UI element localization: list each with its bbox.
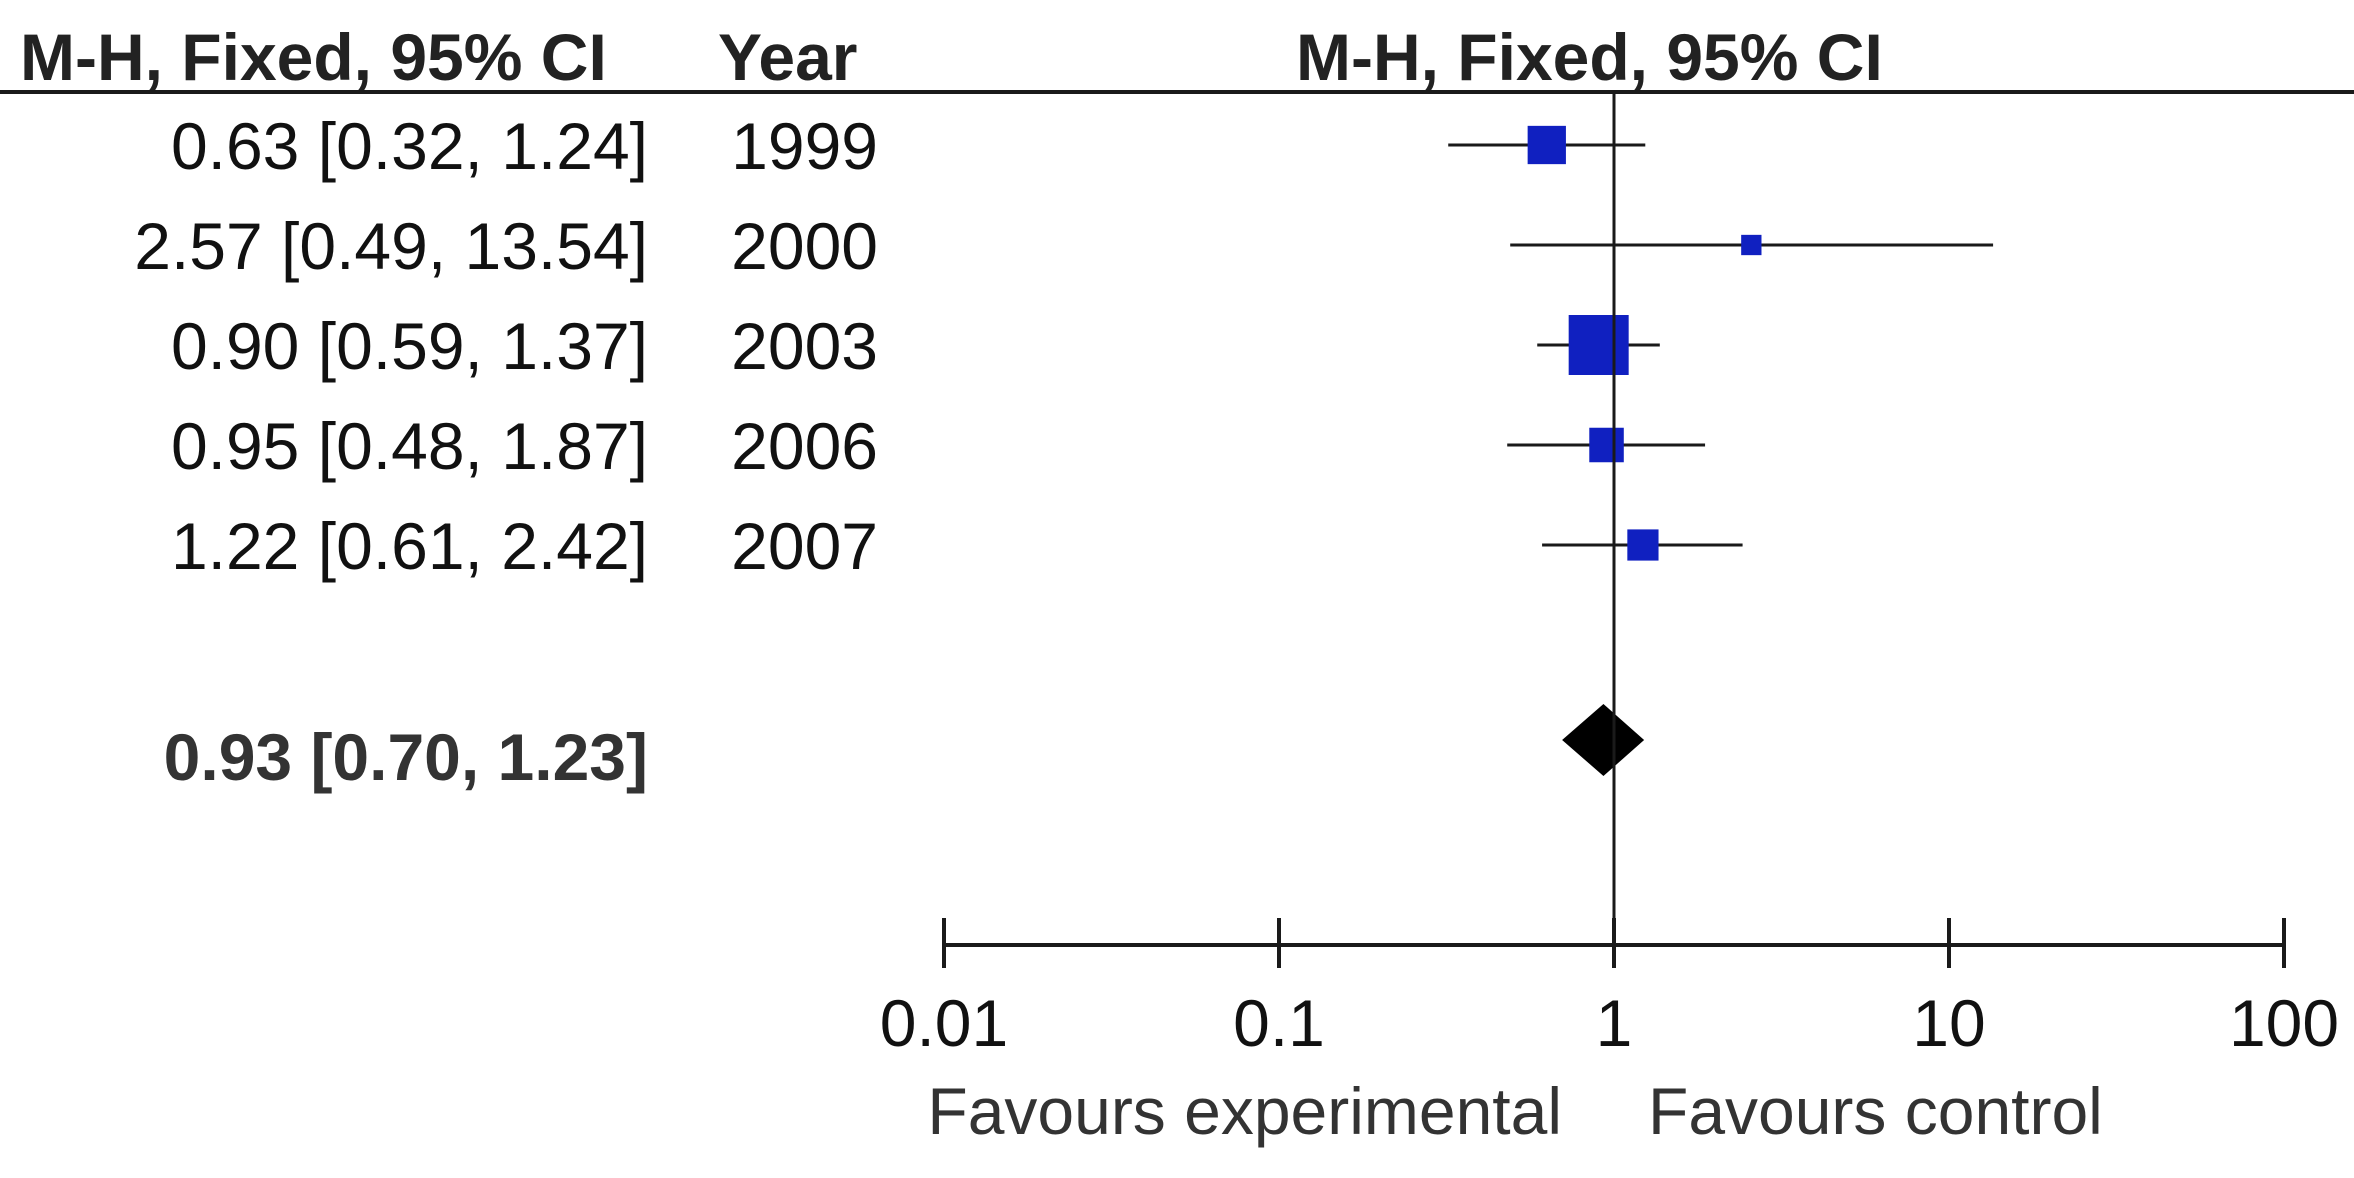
total-row: 0.93 [0.70, 1.23]: [164, 704, 1645, 794]
study-marker: [1627, 529, 1659, 561]
study-year: 2006: [731, 409, 878, 483]
study-estimate-label: 1.22 [0.61, 2.42]: [171, 509, 648, 583]
study-estimate-label: 0.95 [0.48, 1.87]: [171, 409, 648, 483]
total-diamond: [1562, 704, 1645, 776]
study-estimate-label: 2.57 [0.49, 13.54]: [134, 209, 648, 283]
study-estimate-label: 0.63 [0.32, 1.24]: [171, 109, 648, 183]
axis-tick-label: 1: [1596, 986, 1633, 1060]
study-marker: [1741, 234, 1762, 256]
x-axis: 0.01 0.1 1 10 100: [880, 918, 2339, 1060]
study-year: 1999: [731, 109, 878, 183]
study-marker: [1527, 125, 1566, 165]
total-estimate-label: 0.93 [0.70, 1.23]: [164, 720, 648, 794]
favours-control-label: Favours control: [1648, 1074, 2103, 1148]
axis-tick-label: 10: [1912, 986, 1985, 1060]
study-row: 0.90 [0.59, 1.37] 2003: [171, 309, 1660, 383]
plot-column-header: M-H, Fixed, 95% CI: [1296, 20, 1883, 94]
study-row: 2.57 [0.49, 13.54] 2000: [134, 209, 1994, 283]
study-year: 2007: [731, 509, 878, 583]
study-row: 0.95 [0.48, 1.87] 2006: [171, 409, 1706, 483]
study-year: 2003: [731, 309, 878, 383]
year-column-header: Year: [718, 20, 857, 94]
study-marker: [1568, 315, 1629, 375]
axis-tick-label: 0.01: [880, 986, 1008, 1060]
axis-tick-label: 100: [2229, 986, 2339, 1060]
favours-experimental-label: Favours experimental: [927, 1074, 1562, 1148]
study-year: 2000: [731, 209, 878, 283]
study-estimate-label: 0.90 [0.59, 1.37]: [171, 309, 648, 383]
study-marker: [1589, 427, 1624, 463]
estimate-column-header: M-H, Fixed, 95% CI: [20, 20, 607, 94]
study-row: 1.22 [0.61, 2.42] 2007: [171, 509, 1743, 583]
study-row: 0.63 [0.32, 1.24] 1999: [171, 109, 1646, 183]
axis-tick-label: 0.1: [1233, 986, 1325, 1060]
